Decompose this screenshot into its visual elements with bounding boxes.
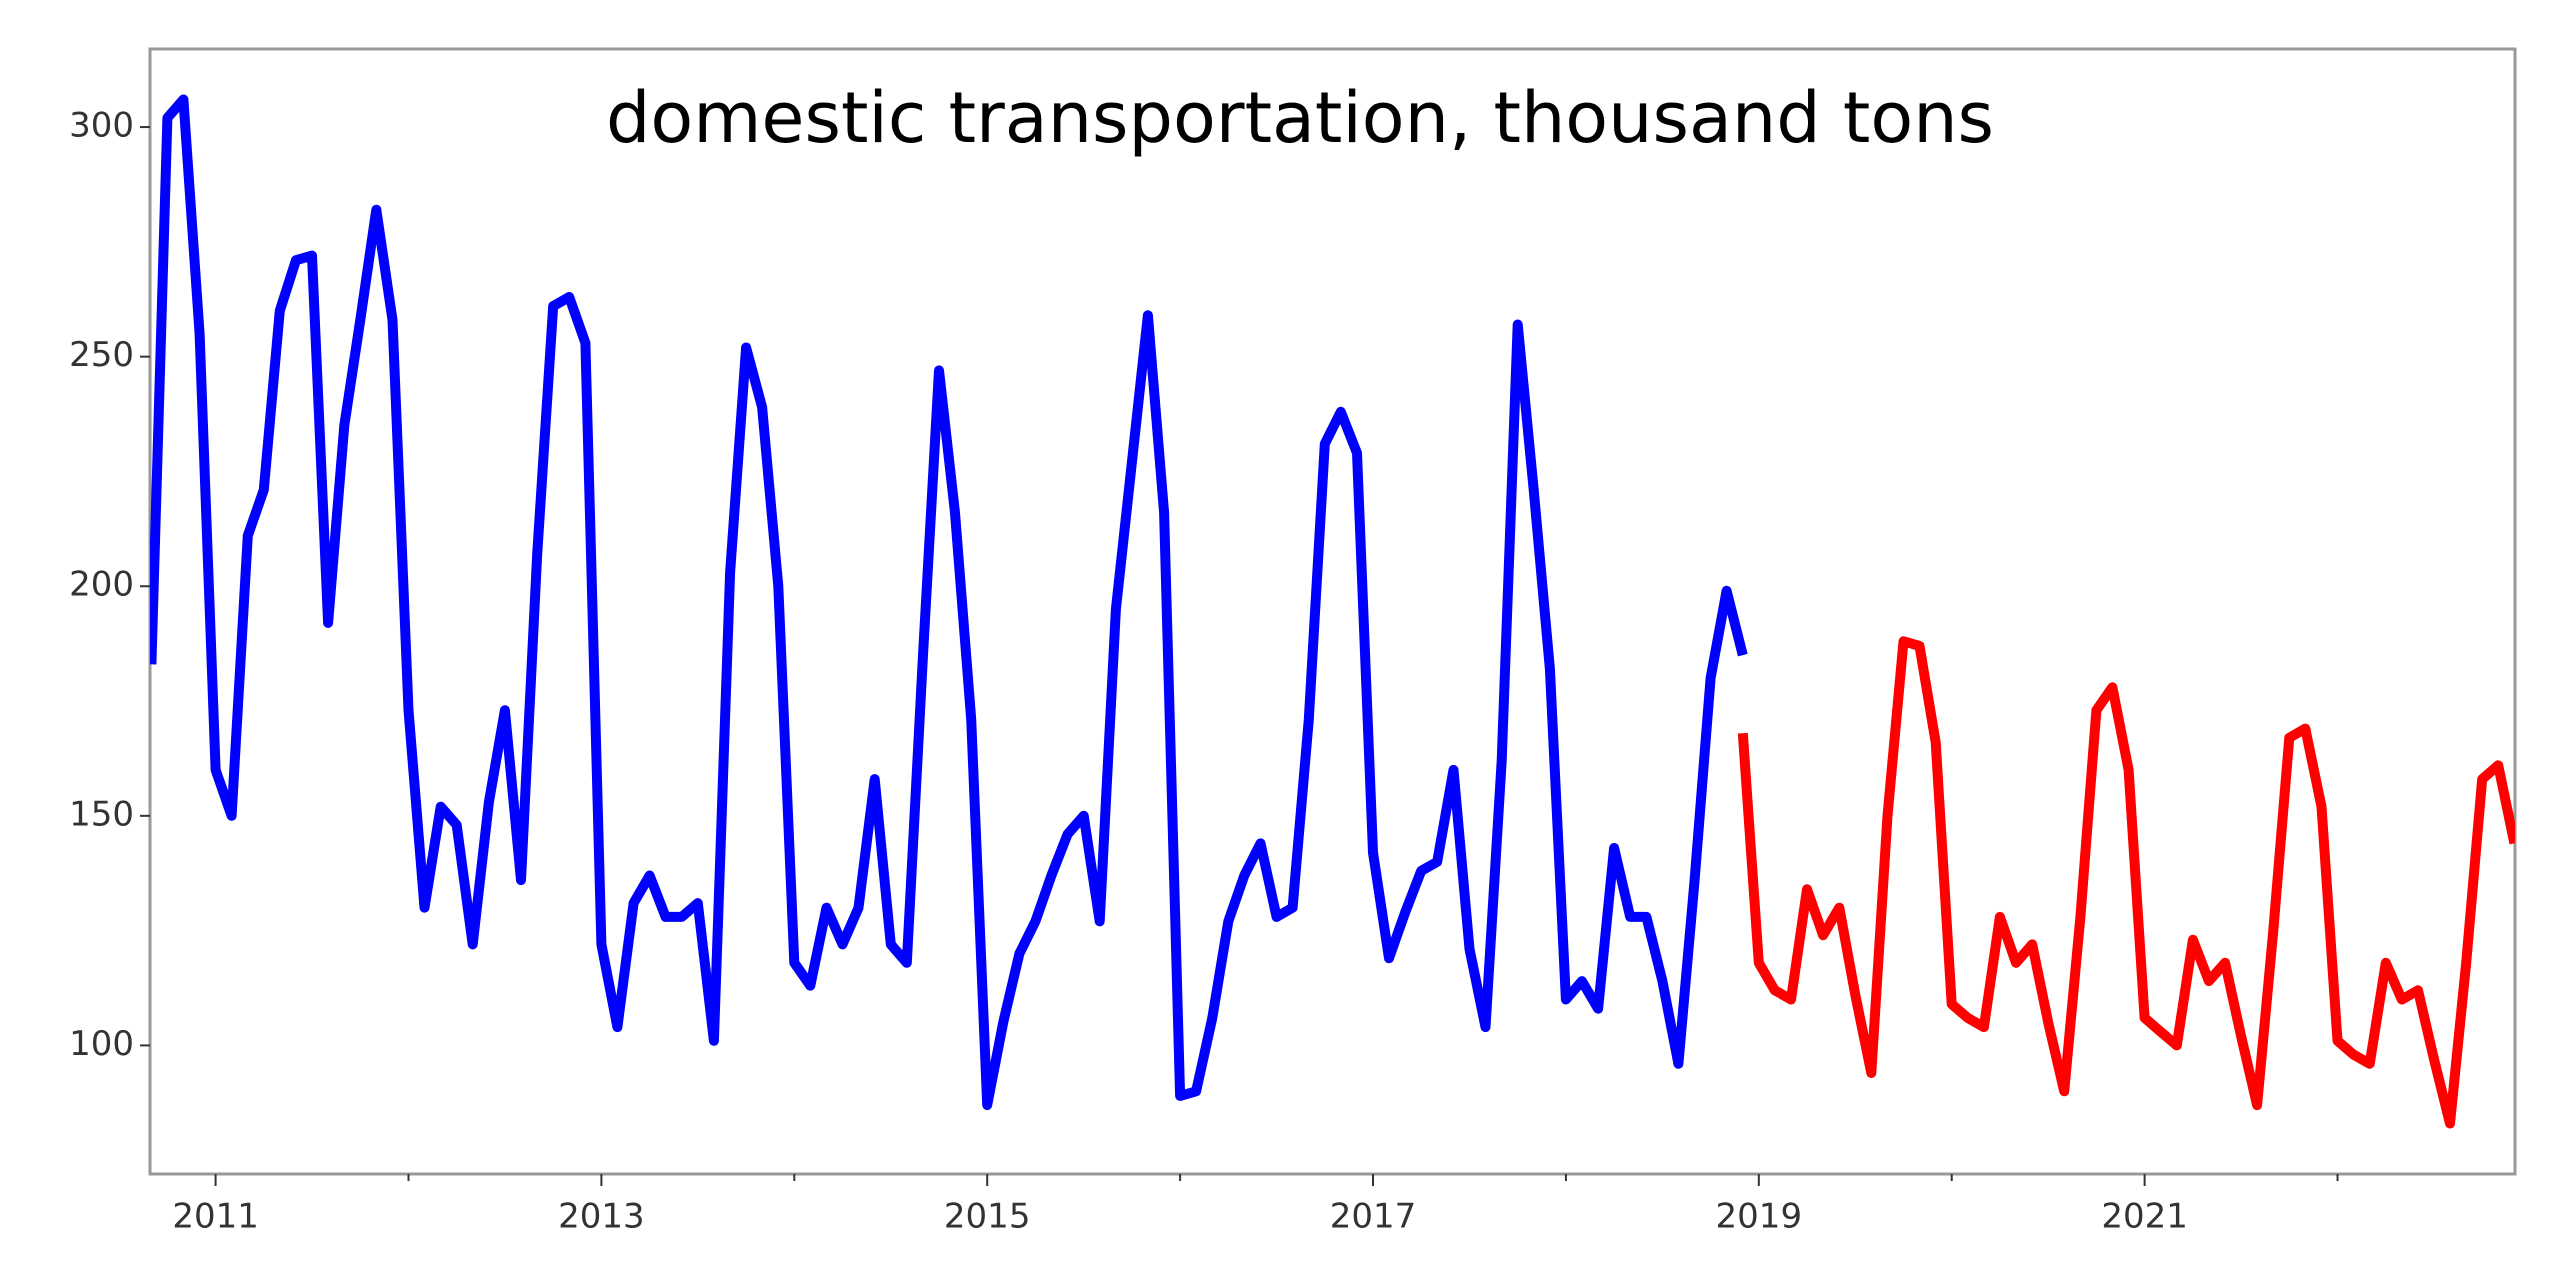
x-tick-label: 2013 — [558, 1197, 645, 1237]
x-tick-label: 2017 — [1330, 1197, 1417, 1237]
x-tick-label: 2011 — [172, 1197, 259, 1237]
chart-title: domestic transportation, thousand tons — [606, 77, 1994, 159]
y-tick-label: 200 — [69, 565, 134, 605]
x-tick-label: 2019 — [1716, 1197, 1803, 1237]
data-line — [150, 94, 1748, 1111]
y-tick-label: 300 — [69, 106, 134, 146]
y-tick-label: 100 — [69, 1024, 134, 1064]
y-tick-label: 250 — [69, 335, 134, 375]
x-tick-label: 2015 — [944, 1197, 1031, 1237]
plot-frame — [148, 47, 2517, 1176]
x-tick-label: 2021 — [2101, 1197, 2188, 1237]
data-line — [1737, 636, 2515, 1129]
y-tick-label: 150 — [69, 794, 134, 834]
